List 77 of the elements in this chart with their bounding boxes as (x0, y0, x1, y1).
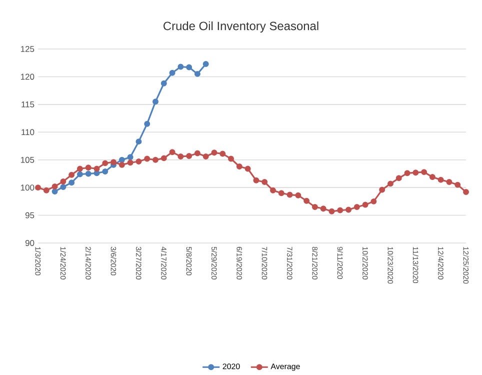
point (94, 166, 100, 172)
y-tick-label: 115 (22, 102, 34, 108)
point (194, 150, 200, 156)
point (412, 170, 419, 176)
point (454, 182, 461, 188)
point (178, 64, 184, 70)
point (160, 155, 167, 162)
y-tick-label: 100 (20, 184, 34, 191)
point (312, 204, 318, 210)
point (85, 164, 92, 171)
point (186, 153, 192, 160)
point (102, 160, 108, 166)
point (438, 177, 444, 183)
point (304, 198, 310, 204)
point (396, 175, 402, 182)
point (118, 162, 125, 168)
chart-title: Crude Oil Inventory Seasonal (164, 22, 318, 33)
point (404, 170, 410, 176)
y-tick-label: 90 (25, 240, 34, 246)
point (202, 154, 209, 160)
point (178, 154, 184, 160)
point (194, 71, 200, 78)
point (102, 168, 108, 175)
point (387, 180, 394, 187)
point (186, 64, 192, 70)
point (76, 166, 83, 172)
point (379, 186, 386, 193)
point (211, 150, 218, 156)
point (169, 70, 176, 76)
point (68, 180, 75, 186)
point (370, 198, 377, 205)
point (110, 159, 117, 166)
y-tick-label: 95 (25, 212, 34, 218)
point (295, 192, 302, 199)
point (262, 179, 268, 186)
point (202, 61, 209, 68)
y-tick-label: 105 (20, 157, 34, 164)
point (421, 169, 428, 176)
point (144, 121, 150, 128)
point (43, 188, 50, 194)
point (253, 178, 260, 184)
point (68, 172, 75, 178)
point (244, 166, 251, 172)
point (463, 189, 469, 196)
point (446, 179, 452, 186)
point (127, 154, 134, 160)
point (354, 204, 360, 210)
y-tick-label: 110 (22, 129, 34, 136)
point (52, 188, 58, 195)
point (169, 149, 176, 156)
y-tick-label: 125 (20, 46, 34, 52)
point (278, 190, 284, 196)
point (35, 184, 41, 191)
point (346, 206, 352, 213)
point (144, 156, 150, 162)
point (228, 156, 234, 162)
point (220, 150, 226, 157)
point (152, 157, 158, 164)
point (270, 188, 276, 194)
point (236, 164, 242, 170)
point (52, 184, 58, 190)
point (337, 207, 344, 214)
point (328, 208, 335, 215)
point (286, 192, 293, 198)
y-tick-label: 120 (20, 74, 34, 80)
point (60, 184, 66, 190)
point (85, 170, 92, 177)
point (136, 138, 142, 145)
point (136, 158, 142, 165)
point (152, 98, 158, 105)
point (320, 206, 326, 212)
point (60, 178, 66, 185)
point (127, 160, 134, 166)
point (160, 80, 167, 87)
point (429, 174, 436, 180)
point (76, 171, 83, 178)
point (362, 202, 368, 208)
